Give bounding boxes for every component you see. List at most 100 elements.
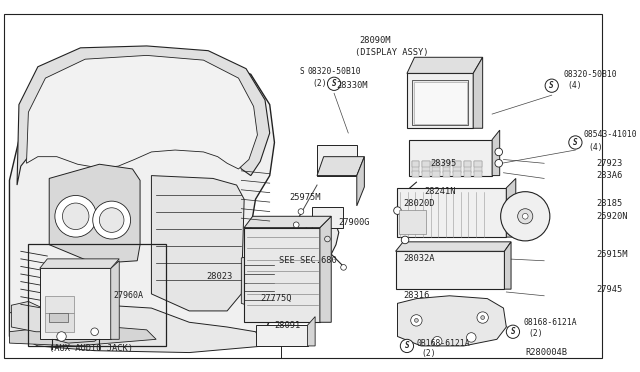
Circle shape bbox=[298, 209, 304, 214]
Text: 27900G: 27900G bbox=[339, 218, 371, 227]
Text: 28316: 28316 bbox=[403, 291, 429, 300]
Polygon shape bbox=[10, 324, 156, 346]
Bar bbox=[453, 161, 461, 173]
Bar bbox=[412, 161, 419, 173]
Text: 08168-6121A: 08168-6121A bbox=[524, 318, 577, 327]
Circle shape bbox=[394, 207, 401, 214]
Bar bbox=[412, 161, 419, 167]
Bar bbox=[474, 161, 482, 173]
Text: 0B168-6121A: 0B168-6121A bbox=[417, 339, 470, 347]
Text: 28090M: 28090M bbox=[360, 36, 391, 45]
Circle shape bbox=[477, 312, 488, 323]
Bar bbox=[464, 171, 471, 177]
Polygon shape bbox=[43, 294, 104, 343]
Circle shape bbox=[324, 236, 330, 242]
Bar bbox=[45, 313, 74, 332]
Circle shape bbox=[569, 136, 582, 149]
Text: S: S bbox=[299, 67, 304, 76]
Bar bbox=[407, 73, 473, 128]
Circle shape bbox=[415, 318, 419, 322]
Text: 283A6: 283A6 bbox=[596, 171, 623, 180]
Bar bbox=[397, 188, 506, 237]
Text: 25975M: 25975M bbox=[289, 193, 321, 202]
Text: 27775Q: 27775Q bbox=[260, 294, 292, 303]
Bar bbox=[412, 80, 468, 125]
Polygon shape bbox=[244, 216, 332, 228]
Circle shape bbox=[500, 192, 550, 241]
Circle shape bbox=[63, 203, 89, 230]
Text: 28395: 28395 bbox=[431, 159, 457, 168]
Circle shape bbox=[400, 339, 413, 353]
Circle shape bbox=[328, 77, 340, 90]
Text: 27960A: 27960A bbox=[113, 291, 143, 300]
Text: (DISPLAY ASSY): (DISPLAY ASSY) bbox=[355, 48, 428, 57]
Circle shape bbox=[55, 195, 97, 237]
Text: 28330M: 28330M bbox=[336, 81, 367, 90]
Polygon shape bbox=[396, 242, 511, 251]
Polygon shape bbox=[492, 130, 500, 176]
Circle shape bbox=[467, 333, 476, 342]
Polygon shape bbox=[10, 50, 275, 346]
Bar bbox=[412, 171, 419, 177]
Bar bbox=[433, 161, 440, 173]
Bar bbox=[244, 228, 320, 322]
Polygon shape bbox=[12, 301, 43, 332]
Polygon shape bbox=[504, 242, 511, 289]
Bar bbox=[28, 244, 166, 346]
Bar bbox=[474, 171, 482, 177]
Polygon shape bbox=[49, 164, 140, 264]
Bar bbox=[317, 145, 356, 176]
Text: R280004B: R280004B bbox=[525, 348, 567, 357]
Polygon shape bbox=[40, 259, 119, 268]
Bar bbox=[396, 251, 504, 289]
Circle shape bbox=[93, 201, 131, 239]
Bar bbox=[443, 161, 451, 173]
Text: 28032A: 28032A bbox=[403, 254, 435, 263]
Bar bbox=[255, 325, 308, 346]
Text: SEE SEC.680: SEE SEC.680 bbox=[279, 256, 337, 265]
Text: (4): (4) bbox=[589, 143, 604, 152]
Bar bbox=[422, 171, 429, 177]
Bar bbox=[443, 161, 451, 167]
Circle shape bbox=[495, 148, 502, 156]
Polygon shape bbox=[356, 157, 364, 206]
Polygon shape bbox=[506, 179, 516, 237]
Bar bbox=[474, 161, 482, 167]
Text: 28023: 28023 bbox=[206, 272, 232, 281]
Bar bbox=[45, 296, 74, 313]
Bar bbox=[399, 210, 426, 234]
Circle shape bbox=[495, 160, 502, 167]
Polygon shape bbox=[317, 157, 364, 176]
Text: (4): (4) bbox=[568, 81, 582, 90]
Circle shape bbox=[481, 316, 484, 320]
Bar bbox=[453, 171, 461, 177]
Text: (2): (2) bbox=[312, 79, 327, 88]
Bar bbox=[422, 161, 429, 167]
Bar bbox=[464, 161, 471, 167]
Text: 27945: 27945 bbox=[596, 285, 623, 294]
Bar bbox=[433, 171, 440, 177]
Text: S: S bbox=[573, 138, 578, 147]
Polygon shape bbox=[111, 261, 119, 339]
Polygon shape bbox=[152, 176, 244, 311]
Bar bbox=[409, 140, 492, 176]
Text: S: S bbox=[511, 327, 515, 336]
Text: (2): (2) bbox=[421, 349, 436, 358]
Polygon shape bbox=[320, 216, 332, 322]
Polygon shape bbox=[473, 57, 483, 128]
Circle shape bbox=[522, 214, 528, 219]
Circle shape bbox=[506, 325, 520, 339]
Polygon shape bbox=[286, 218, 339, 292]
Bar bbox=[49, 313, 68, 322]
Bar bbox=[464, 161, 471, 173]
Text: 28241N: 28241N bbox=[424, 187, 456, 196]
Polygon shape bbox=[407, 57, 483, 73]
Text: 28185: 28185 bbox=[596, 199, 623, 208]
Bar bbox=[40, 268, 111, 339]
Text: 08543-41010: 08543-41010 bbox=[584, 131, 637, 140]
Text: (2): (2) bbox=[528, 329, 543, 338]
Polygon shape bbox=[308, 317, 315, 346]
Polygon shape bbox=[17, 46, 269, 185]
Circle shape bbox=[401, 236, 409, 244]
Text: 28020D: 28020D bbox=[403, 199, 435, 208]
